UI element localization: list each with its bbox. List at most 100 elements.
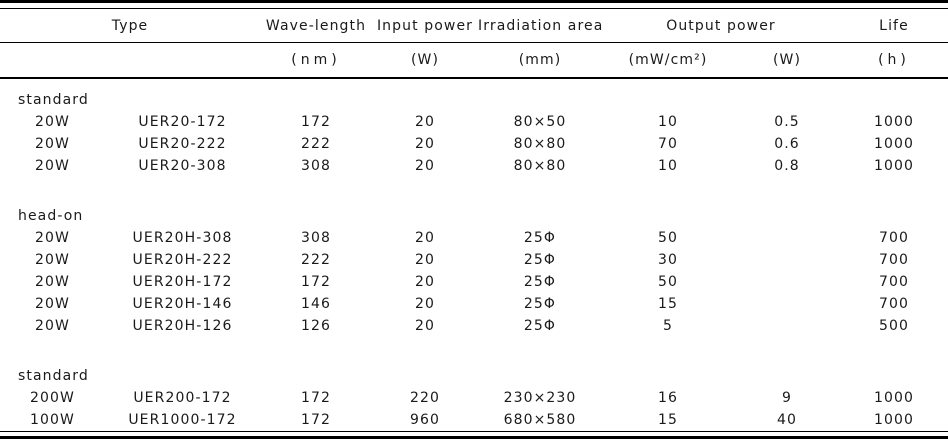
table-cell: 15: [657, 412, 678, 428]
table-cell: 10: [657, 158, 678, 174]
table-cell: 25Φ: [523, 274, 557, 290]
table-cell: UER20-222: [138, 136, 227, 152]
bottom-rule-thin: [0, 431, 948, 432]
section-group-row: standard: [0, 365, 948, 387]
group-label: head-on: [18, 208, 84, 224]
col-header-irradiation-area: Irradiation area: [478, 17, 604, 34]
table-row: 20W UER20H-222 222 20 25Φ 30 700: [0, 249, 948, 271]
table-cell: 5: [662, 318, 673, 334]
units-irradiation-area: (mm): [518, 52, 562, 68]
table-cell: 1000: [873, 158, 915, 174]
table-units-row: (nm) (W) (mm) (mW/cm²) (W) (h): [0, 43, 948, 77]
table-cell: 308: [300, 158, 332, 174]
table-cell: 700: [878, 230, 910, 246]
table-cell: UER20H-146: [132, 296, 233, 312]
table-cell: 25Φ: [523, 318, 557, 334]
table-row: 20W UER20-222 222 20 80×80 70 0.6 1000: [0, 133, 948, 155]
table-cell: 0.8: [774, 158, 800, 174]
table-cell: 20W: [35, 158, 70, 174]
section-group-row: standard: [0, 89, 948, 111]
table-section: standard 20W UER20-172 172 20 80×50 10 0.5 1000 2…: [0, 89, 948, 177]
units-life: (h): [878, 52, 910, 68]
table-cell: 960: [409, 412, 441, 428]
units-input-power: (W): [410, 52, 440, 68]
table-cell: 20W: [35, 274, 70, 290]
table-cell: UER20H-308: [132, 230, 233, 246]
table-row: 20W UER20-308 308 20 80×80 10 0.8 1000: [0, 155, 948, 177]
table-header-row: Type Wave-length Input power Irradiation…: [0, 9, 948, 42]
table-cell: 100W: [30, 412, 75, 428]
table-cell: 20W: [35, 230, 70, 246]
table-cell: 10: [657, 114, 678, 130]
table-cell: 25Φ: [523, 252, 557, 268]
table-section: head-on 20W UER20H-308 308 20 25Φ 50 700 20W UER2…: [0, 205, 948, 337]
table-section: standard 200W UER200-172 172 220 230×230 16 9 10…: [0, 365, 948, 431]
table-cell: 20: [414, 318, 435, 334]
table-cell: 30: [657, 252, 678, 268]
table-cell: 200W: [30, 390, 75, 406]
table-cell: 172: [300, 114, 332, 130]
col-header-wavelength: Wave-length: [265, 17, 367, 34]
table-cell: 50: [657, 230, 678, 246]
header-divider: [0, 42, 948, 43]
table-cell: 20: [414, 274, 435, 290]
section-group-row: head-on: [0, 205, 948, 227]
table-row: 100W UER1000-172 172 960 680×580 15 40 1000: [0, 409, 948, 431]
table-cell: 700: [878, 274, 910, 290]
col-header-type: Type: [111, 17, 149, 34]
table-cell: 20W: [35, 296, 70, 312]
units-wavelength: (nm): [291, 52, 341, 68]
table-cell: 126: [300, 318, 332, 334]
table-cell: 222: [300, 252, 332, 268]
table-cell: 1000: [873, 412, 915, 428]
table-cell: 308: [300, 230, 332, 246]
table-cell: 700: [878, 252, 910, 268]
col-header-life: Life: [879, 17, 909, 34]
col-header-output-power: Output power: [666, 17, 776, 34]
table-cell: UER200-172: [133, 390, 232, 406]
top-rule-thin: [0, 8, 948, 9]
table-cell: 1000: [873, 136, 915, 152]
table-cell: 230×230: [503, 390, 577, 406]
table-cell: 172: [300, 274, 332, 290]
units-output-power-watts: (W): [772, 52, 802, 68]
table-cell: 20: [414, 114, 435, 130]
table-cell: 40: [776, 412, 797, 428]
units-output-power-density: (mW/cm²): [628, 52, 708, 68]
table-cell: 20: [414, 158, 435, 174]
bottom-rule-thick: [0, 436, 948, 439]
top-rule-thick: [0, 0, 948, 3]
table-cell: 146: [300, 296, 332, 312]
table-row: 20W UER20H-146 146 20 25Φ 15 700: [0, 293, 948, 315]
table-cell: 50: [657, 274, 678, 290]
table-cell: UER20H-222: [132, 252, 233, 268]
table-cell: 25Φ: [523, 296, 557, 312]
table-cell: 0.6: [774, 136, 800, 152]
group-label: standard: [18, 368, 89, 384]
table-cell: 20: [414, 252, 435, 268]
table-cell: 80×80: [513, 158, 567, 174]
table-cell: 20: [414, 296, 435, 312]
table-cell: 16: [657, 390, 678, 406]
table-cell: 680×580: [503, 412, 577, 428]
table-cell: 20W: [35, 114, 70, 130]
table-cell: 1000: [873, 390, 915, 406]
table-cell: 0.5: [774, 114, 800, 130]
table-cell: UER20-172: [138, 114, 227, 130]
table-row: 20W UER20H-308 308 20 25Φ 50 700: [0, 227, 948, 249]
table-cell: 20W: [35, 318, 70, 334]
table-cell: 9: [781, 390, 792, 406]
table-row: 20W UER20H-126 126 20 25Φ 5 500: [0, 315, 948, 337]
table-row: 200W UER200-172 172 220 230×230 16 9 1000: [0, 387, 948, 409]
col-header-input-power: Input power: [376, 17, 474, 34]
table-cell: 220: [409, 390, 441, 406]
table-cell: 500: [878, 318, 910, 334]
table-cell: 25Φ: [523, 230, 557, 246]
table-cell: 20: [414, 230, 435, 246]
table-cell: 20W: [35, 252, 70, 268]
group-label: standard: [18, 92, 89, 108]
table-cell: 20: [414, 136, 435, 152]
table-cell: 700: [878, 296, 910, 312]
table-cell: 80×50: [513, 114, 567, 130]
table-cell: 70: [657, 136, 678, 152]
